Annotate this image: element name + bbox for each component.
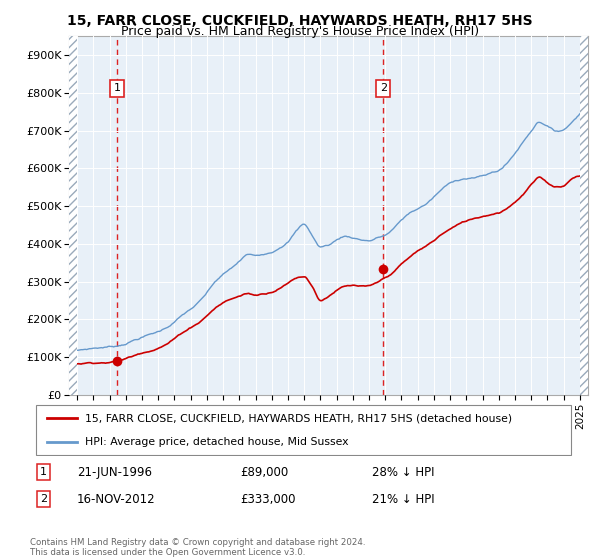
- Bar: [69, 36, 77, 395]
- Text: HPI: Average price, detached house, Mid Sussex: HPI: Average price, detached house, Mid …: [85, 436, 349, 446]
- Text: 15, FARR CLOSE, CUCKFIELD, HAYWARDS HEATH, RH17 5HS (detached house): 15, FARR CLOSE, CUCKFIELD, HAYWARDS HEAT…: [85, 413, 512, 423]
- Text: 1: 1: [113, 83, 121, 94]
- Text: 15, FARR CLOSE, CUCKFIELD, HAYWARDS HEATH, RH17 5HS: 15, FARR CLOSE, CUCKFIELD, HAYWARDS HEAT…: [67, 14, 533, 28]
- Text: Contains HM Land Registry data © Crown copyright and database right 2024.
This d: Contains HM Land Registry data © Crown c…: [30, 538, 365, 557]
- Text: 28% ↓ HPI: 28% ↓ HPI: [372, 466, 435, 479]
- Text: 2: 2: [40, 494, 47, 504]
- Text: Price paid vs. HM Land Registry's House Price Index (HPI): Price paid vs. HM Land Registry's House …: [121, 25, 479, 38]
- Text: 2: 2: [380, 83, 387, 94]
- Text: 1: 1: [40, 467, 47, 477]
- Text: £89,000: £89,000: [240, 466, 288, 479]
- Text: £333,000: £333,000: [240, 493, 295, 506]
- Text: 21% ↓ HPI: 21% ↓ HPI: [372, 493, 435, 506]
- Text: 16-NOV-2012: 16-NOV-2012: [77, 493, 155, 506]
- Text: 21-JUN-1996: 21-JUN-1996: [77, 466, 152, 479]
- FancyBboxPatch shape: [35, 405, 571, 455]
- Bar: [580, 36, 588, 395]
